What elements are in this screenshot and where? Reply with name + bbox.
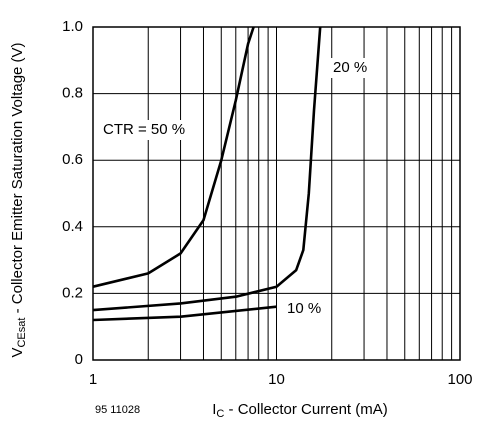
series-label: CTR = 50 % (103, 121, 185, 138)
y-axis-label: VCEsat - Collector Emitter Saturation Vo… (9, 42, 28, 357)
y-tick-label: 0.8 (62, 85, 83, 102)
series-label: 10 % (287, 300, 321, 317)
y-tick-label: 0.4 (62, 218, 83, 235)
plot-frame (92, 26, 461, 361)
curve (92, 26, 255, 288)
x-tick-label: 1 (89, 371, 97, 388)
y-tick-label: 0 (75, 351, 83, 368)
curve (92, 305, 277, 322)
y-label-rest: - Collector Emitter Saturation Voltage (… (9, 42, 26, 317)
x-label-main: I (212, 401, 216, 418)
y-label-sub: CEsat (16, 318, 28, 348)
label-background (285, 299, 324, 319)
y-tick-label: 1.0 (62, 18, 83, 35)
label-background (101, 120, 188, 140)
y-tick-label: 0.6 (62, 151, 83, 168)
x-tick-label: 10 (268, 371, 285, 388)
y-label-main: V (9, 348, 26, 358)
series-label: 20 % (333, 59, 367, 76)
curve (92, 26, 322, 312)
x-label-sub: C (216, 408, 224, 420)
y-tick-label: 0.2 (62, 284, 83, 301)
x-axis-label: IC - Collector Current (mA) (212, 401, 387, 420)
label-background (331, 58, 370, 78)
x-tick-label: 100 (447, 371, 472, 388)
figure-code: 95 11028 (95, 404, 140, 416)
x-label-rest: - Collector Current (mA) (224, 401, 387, 418)
